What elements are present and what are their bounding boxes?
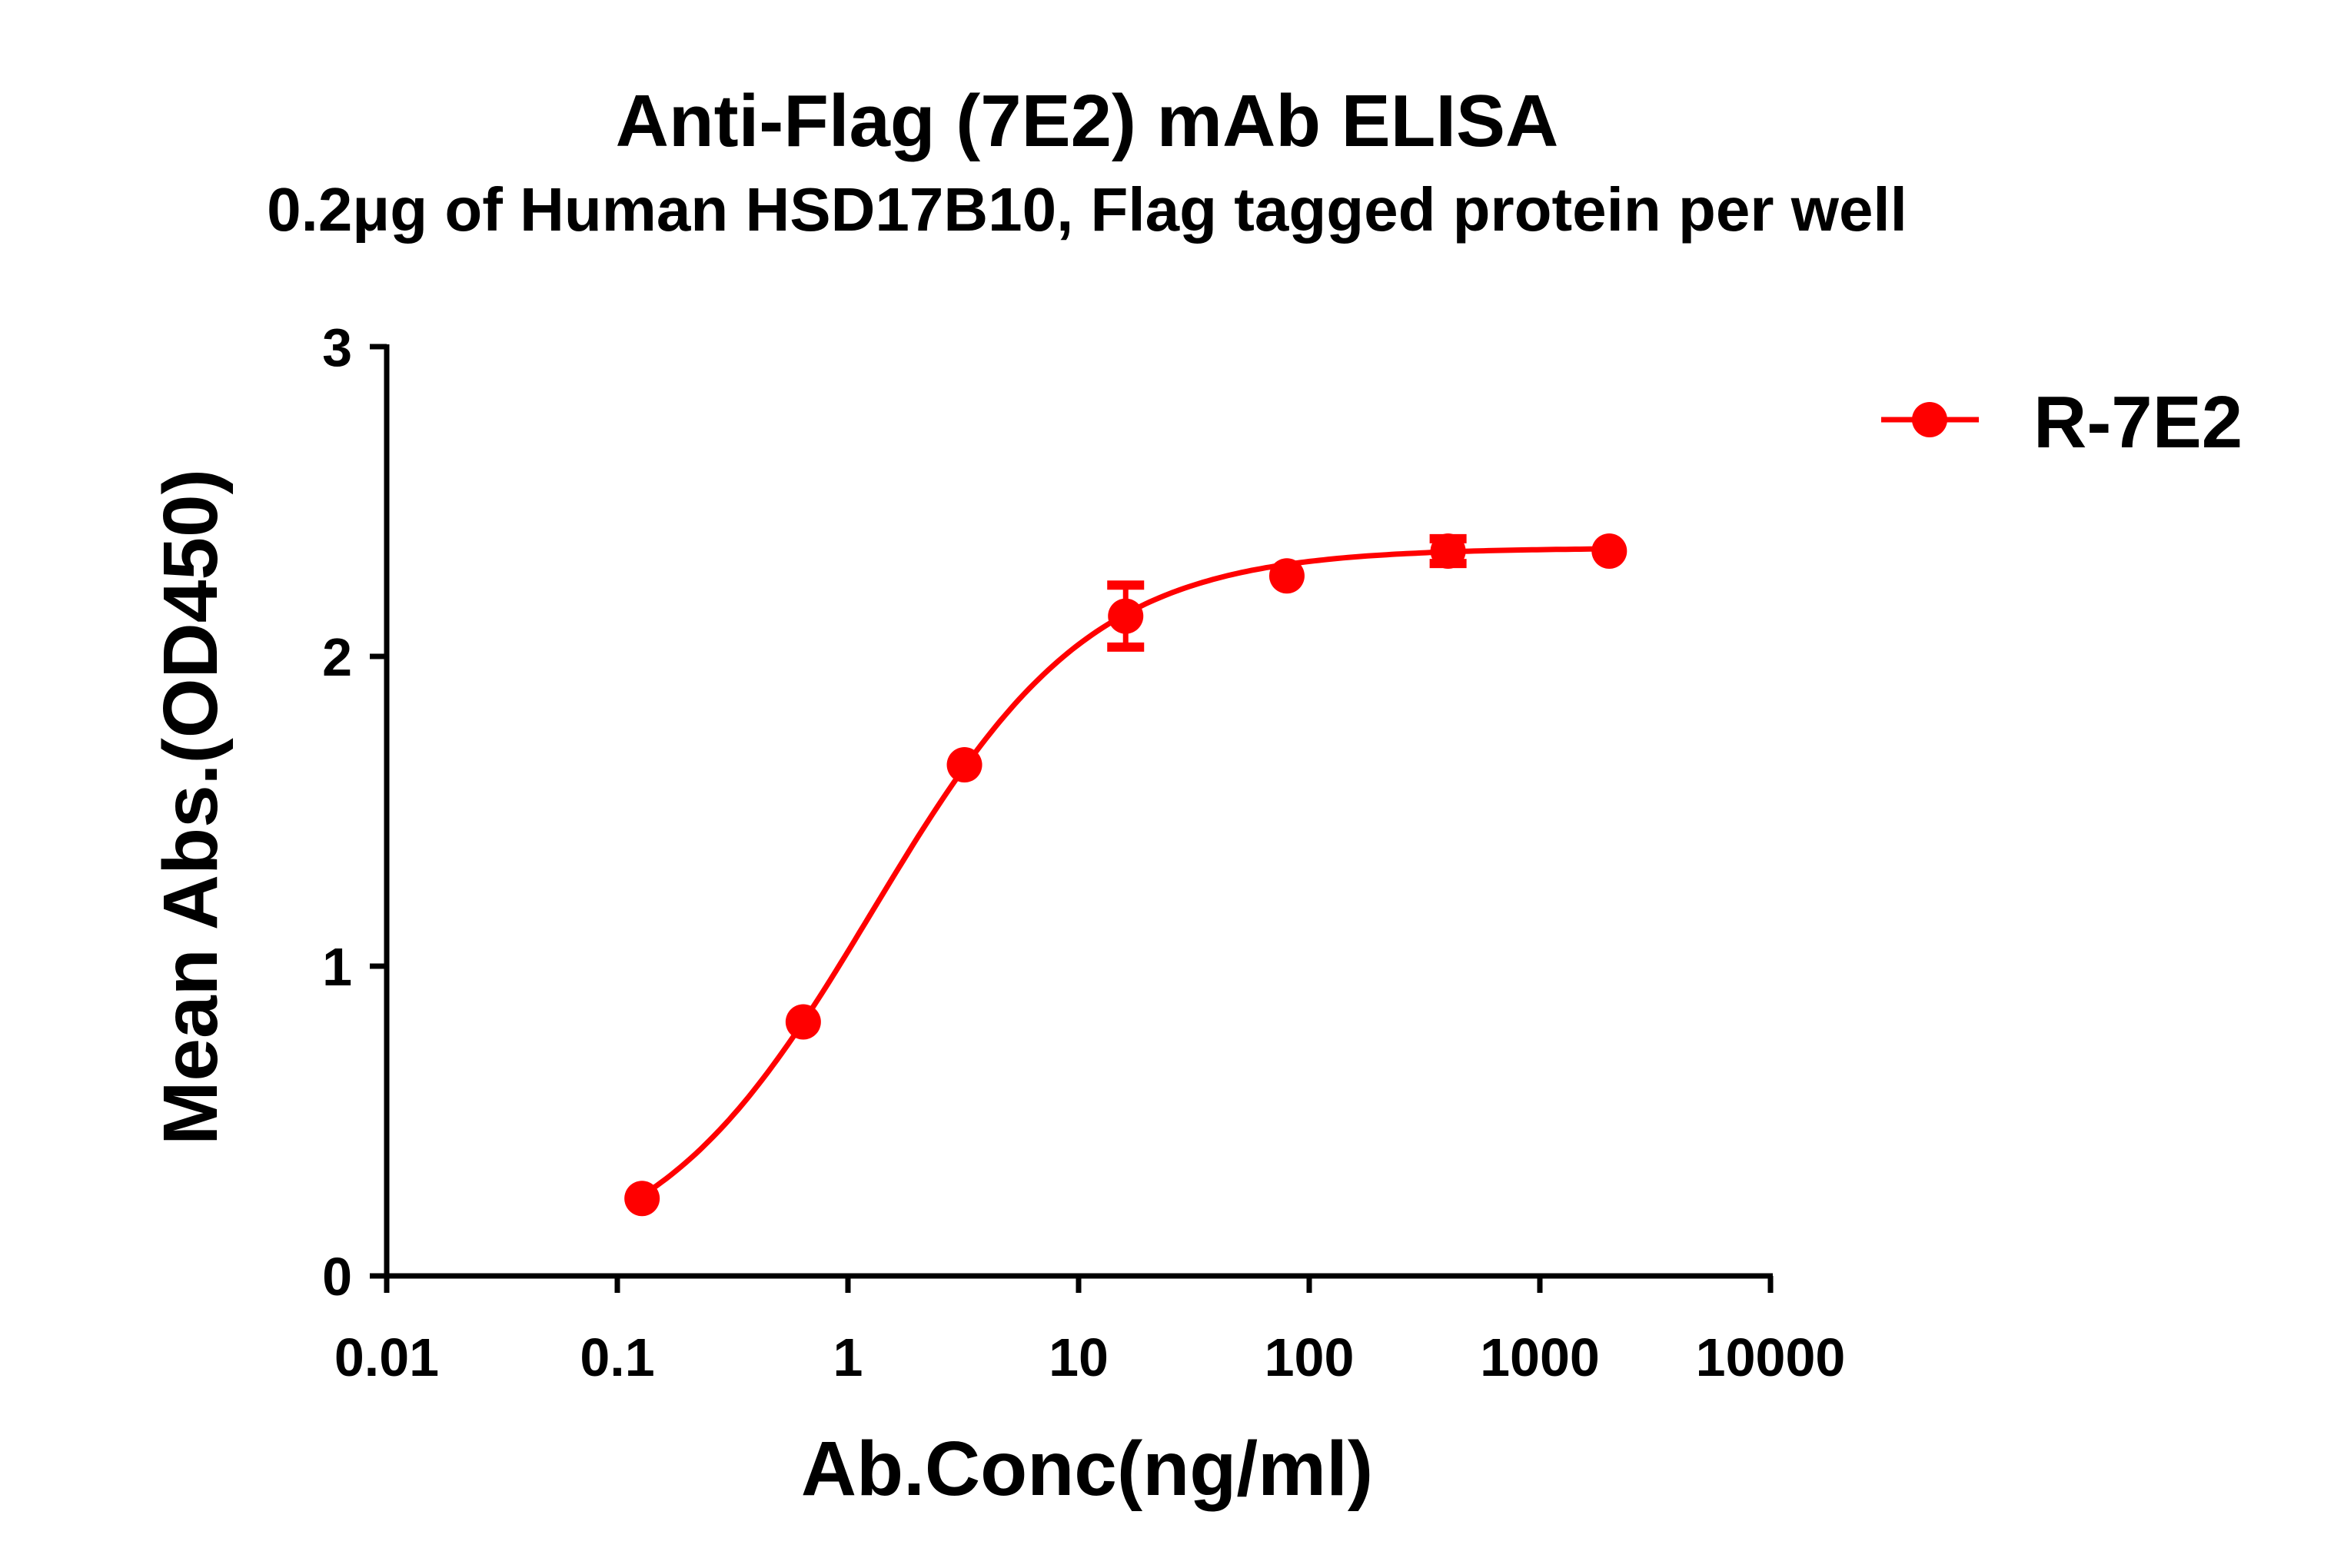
chart-subtitle: 0.2μg of Human HSD17B10, Flag tagged pro… xyxy=(267,175,1907,244)
data-point xyxy=(785,1004,821,1040)
x-axis-label: Ab.Conc(ng/ml) xyxy=(801,1426,1373,1512)
data-point xyxy=(1430,533,1466,569)
data-point xyxy=(1591,533,1627,569)
x-tick-label: 10000 xyxy=(1696,1327,1846,1387)
x-tick-label: 1000 xyxy=(1480,1327,1600,1387)
data-point xyxy=(624,1181,660,1217)
data-point xyxy=(1268,558,1305,594)
y-tick-label: 0 xyxy=(322,1247,352,1307)
y-tick-label: 2 xyxy=(322,627,352,687)
data-point xyxy=(1108,598,1144,634)
y-tick-label: 1 xyxy=(322,937,352,997)
x-tick-label: 1 xyxy=(833,1327,863,1387)
legend-label: R-7E2 xyxy=(2033,381,2243,463)
axes: 0.01 0.1 1 10 100 1000 10000 0 1 2 3 xyxy=(322,317,1845,1387)
legend: R-7E2 xyxy=(1881,381,2243,463)
legend-marker xyxy=(1912,402,1947,437)
x-tick-label: 0.1 xyxy=(580,1327,654,1387)
x-tick-label: 10 xyxy=(1049,1327,1109,1387)
x-tick-label: 100 xyxy=(1265,1327,1355,1387)
y-axis-label: Mean Abs.(OD450) xyxy=(148,469,234,1145)
y-tick-label: 3 xyxy=(322,317,352,377)
chart-title: Anti-Flag (7E2) mAb ELISA xyxy=(616,80,1559,162)
data-point xyxy=(946,747,982,783)
x-tick-label: 0.01 xyxy=(334,1327,439,1387)
plot-area xyxy=(624,533,1627,1217)
